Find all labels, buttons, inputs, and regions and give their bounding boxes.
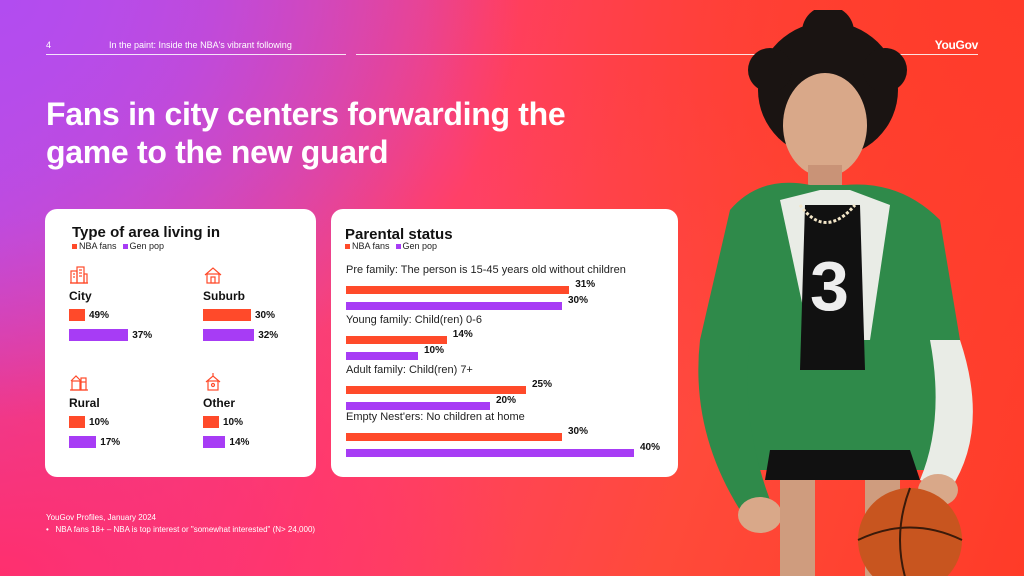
parental-group-empty-nesters: Empty Nest'ers: No children at home 30% … [346,411,666,461]
value-adult-family-nba: 25% [532,379,553,390]
area-label-rural: Rural [69,396,100,410]
value-empty-nesters-nba: 30% [568,426,589,437]
header-divider-left [46,54,346,55]
bar-empty-nesters-nba [346,433,562,441]
parental-group-adult-family: Adult family: Child(ren) 7+ 25% 20% [346,364,666,410]
legend-item-gen: Gen pop [122,241,165,251]
parental-label-pre-family: Pre family: The person is 15-45 years ol… [346,264,626,276]
bar-suburb-gen [203,329,255,341]
value-suburb-nba: 30% [255,310,276,321]
header-divider-right [356,54,978,55]
legend-item-gen: Gen pop [395,241,438,251]
legend-swatch-nba [72,243,77,249]
bar-city-gen [69,329,129,341]
page-title-line-2: game to the new guard [46,134,389,170]
area-block-city: City 49% 37% [69,265,189,355]
bar-adult-family-nba [346,386,526,394]
bar-adult-family-gen [346,402,490,410]
parental-chart-title: Parental status [345,226,453,243]
legend-swatch-gen [122,243,128,249]
parental-group-pre-family: Pre family: The person is 15-45 years ol… [346,264,666,310]
building-icon [70,266,88,284]
bar-other-gen [203,436,226,448]
value-adult-family-gen: 20% [496,395,517,406]
parental-group-young-family: Young family: Child(ren) 0-6 14% 10% [346,314,666,360]
area-chart-card: Type of area living in NBA fans Gen pop … [45,209,316,477]
barn-icon [70,375,88,391]
parental-label-adult-family: Adult family: Child(ren) 7+ [346,364,473,376]
value-other-nba: 10% [223,417,244,428]
area-block-rural: Rural 10% 17% [69,372,189,462]
legend-label-nba: NBA fans [79,241,117,251]
yougov-logo: YouGov [934,38,979,52]
area-block-other: Other 10% 14% [203,372,323,462]
parental-chart-card: Parental status NBA fans Gen pop Pre fam… [331,209,678,477]
bar-young-family-nba [346,336,447,344]
value-young-family-gen: 10% [424,345,445,356]
value-suburb-gen: 32% [258,330,279,341]
legend-label-nba: NBA fans [352,241,390,251]
bar-empty-nesters-gen [346,449,634,457]
legend-item-nba: NBA fans [345,241,390,251]
basketball-player-photo: 3 [698,10,973,576]
bar-suburb-nba [203,309,251,321]
area-block-suburb: Suburb 30% 32% [203,265,323,355]
slide-header: 4 In the paint: Inside the NBA's vibrant… [46,38,979,56]
value-rural-gen: 17% [100,437,121,448]
area-label-other: Other [203,396,236,410]
value-other-gen: 14% [229,437,250,448]
page-number: 4 [46,40,52,50]
bar-rural-nba [69,416,85,428]
footer-note: NBA fans 18+ – NBA is top interest or "s… [55,525,316,534]
page-title-line-1: Fans in city centers forwarding the [46,96,566,132]
house-icon [204,267,222,284]
parental-label-young-family: Young family: Child(ren) 0-6 [346,314,482,326]
bar-young-family-gen [346,352,418,360]
parental-chart-legend: NBA fans Gen pop [345,241,437,251]
bar-pre-family-gen [346,302,562,310]
bar-city-nba [69,309,85,321]
area-label-suburb: Suburb [203,289,245,303]
area-label-city: City [69,289,92,303]
legend-label-gen: Gen pop [402,241,438,251]
bar-rural-gen [69,436,97,448]
footer-note-row: • NBA fans 18+ – NBA is top interest or … [46,525,316,534]
legend-label-gen: Gen pop [129,241,165,251]
area-chart-title: Type of area living in [72,224,221,241]
parental-label-empty-nesters: Empty Nest'ers: No children at home [346,411,525,423]
bar-other-nba [203,416,219,428]
footer-notes: YouGov Profiles, January 2024 • NBA fans… [46,512,315,536]
value-pre-family-nba: 31% [575,279,596,290]
legend-swatch-nba [345,243,350,249]
deck-title: In the paint: Inside the NBA's vibrant f… [109,40,292,50]
legend-item-nba: NBA fans [72,241,117,251]
legend-swatch-gen [395,243,401,249]
page-title: Fans in city centers forwarding the game… [46,95,686,171]
value-pre-family-gen: 30% [568,295,589,306]
value-young-family-nba: 14% [452,329,473,340]
footer-source: YouGov Profiles, January 2024 [46,513,156,522]
value-empty-nesters-gen: 40% [640,442,661,453]
svg-text:3: 3 [810,247,849,325]
other-home-icon [205,373,221,391]
value-city-nba: 49% [89,310,110,321]
area-chart-legend: NBA fans Gen pop [72,241,164,251]
value-rural-nba: 10% [89,417,110,428]
bar-pre-family-nba [346,286,570,294]
value-city-gen: 37% [132,330,153,341]
